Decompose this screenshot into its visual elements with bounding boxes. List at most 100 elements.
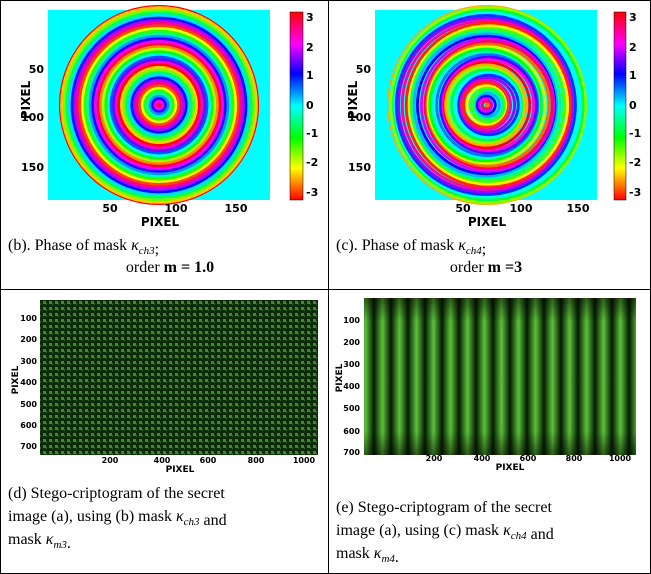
- ring: [143, 89, 175, 121]
- ring: [75, 21, 243, 189]
- y-tick-label: 50: [356, 63, 372, 76]
- x-tick-label: 1000: [293, 456, 316, 465]
- colorbar-tick-label: -1: [629, 127, 641, 140]
- x-tick-label: 600: [520, 454, 537, 463]
- ring: [446, 66, 525, 144]
- x-axis-label: PIXEL: [166, 465, 195, 475]
- phase-rings: [59, 5, 259, 205]
- x-tick-label: 400: [474, 454, 491, 463]
- ring: [438, 55, 538, 155]
- colorbar-tick-label: -3: [629, 186, 641, 199]
- ring: [435, 53, 540, 157]
- x-tick-label: 100: [165, 202, 188, 215]
- ring: [428, 47, 543, 163]
- y-tick-label: 100: [343, 316, 360, 325]
- math-subscript: ch3: [184, 516, 200, 528]
- caption-text: mask: [336, 545, 374, 562]
- ring: [78, 24, 240, 186]
- x-axis-label: PIXEL: [141, 215, 180, 229]
- ring: [392, 8, 585, 202]
- ring: [91, 37, 227, 173]
- caption-bold: m = 1.0: [164, 259, 214, 276]
- ring: [125, 71, 193, 139]
- caption-text: (d) Stego-criptogram of the secret: [8, 485, 225, 502]
- ring: [457, 73, 520, 137]
- ring: [140, 86, 178, 124]
- y-tick-label: 300: [343, 360, 360, 369]
- math-symbol: κ: [176, 508, 184, 525]
- caption-line: (c). Phase of mask κch4;: [336, 237, 486, 258]
- caption-text: order: [126, 259, 164, 276]
- caption-text: and: [200, 512, 227, 529]
- ring: [99, 45, 219, 165]
- math-symbol: κ: [46, 531, 54, 548]
- ring: [62, 8, 256, 202]
- caption-line: order m =3: [450, 259, 522, 276]
- colorbar: [289, 11, 304, 201]
- ring: [68, 14, 250, 196]
- x-tick-label: 800: [248, 456, 265, 465]
- ring: [94, 40, 224, 170]
- caption-text: (c). Phase of mask: [336, 237, 458, 254]
- colorbar-tick-label: 2: [629, 41, 637, 54]
- caption-text: (b). Phase of mask: [8, 237, 131, 254]
- y-tick-label: 100: [20, 314, 37, 323]
- ring: [460, 79, 513, 132]
- ring: [112, 58, 206, 152]
- colorbar-tick-label: -3: [306, 186, 318, 199]
- ring: [407, 24, 570, 186]
- x-tick-label: 100: [510, 202, 533, 215]
- caption-line: (e) Stego-criptogram of the secret: [336, 499, 552, 516]
- phase-rings: [387, 5, 587, 205]
- ring: [120, 66, 198, 144]
- colorbar-tick-label: -2: [629, 156, 641, 169]
- caption-text: .: [395, 549, 399, 566]
- ring: [132, 79, 185, 132]
- caption-text: mask: [8, 531, 46, 548]
- colorbar-tick-label: 3: [306, 11, 314, 24]
- ring: [151, 97, 167, 113]
- caption-text: ;: [482, 241, 486, 258]
- ring: [122, 68, 196, 142]
- y-axis-label: PIXEL: [335, 363, 345, 392]
- colorbar-tick-label: 0: [629, 99, 637, 112]
- ring: [104, 50, 214, 160]
- y-tick-label: 600: [343, 427, 360, 436]
- ring: [475, 94, 497, 116]
- y-tick-label: 500: [20, 400, 37, 409]
- ring: [81, 27, 237, 183]
- colorbar-tick-label: 3: [629, 11, 637, 24]
- ring: [412, 32, 559, 178]
- caption-text: image (a), using (b) mask: [8, 508, 176, 525]
- ring: [70, 16, 248, 194]
- ring: [477, 97, 494, 113]
- ring: [65, 11, 253, 199]
- ring: [410, 29, 562, 181]
- ring: [420, 37, 556, 173]
- math-symbol: κ: [374, 545, 382, 562]
- y-tick-label: 700: [20, 442, 37, 451]
- ring: [394, 14, 577, 196]
- ring: [109, 55, 209, 155]
- ring: [101, 47, 217, 163]
- y-tick-label: 600: [20, 421, 37, 430]
- y-tick-label: 400: [20, 378, 37, 387]
- x-axis-label: PIXEL: [496, 463, 525, 473]
- y-axis-label: PIXEL: [19, 80, 33, 119]
- ring: [389, 6, 587, 204]
- math-subscript: ch4: [466, 245, 482, 257]
- ring: [96, 42, 222, 168]
- caption-text: image (a), using (c) mask: [336, 522, 503, 539]
- ring: [107, 53, 211, 157]
- y-tick-label: 500: [343, 404, 360, 413]
- ring: [156, 102, 162, 108]
- caption-line: (d) Stego-criptogram of the secret: [8, 485, 225, 502]
- math-symbol: κ: [503, 522, 511, 539]
- colorbar-tick-label: 0: [306, 99, 314, 112]
- y-axis-label: PIXEL: [346, 80, 360, 119]
- ring: [83, 29, 235, 181]
- x-tick-label: 200: [102, 456, 119, 465]
- y-axis-label: PIXEL: [11, 365, 21, 394]
- ring: [145, 92, 172, 119]
- y-tick-label: 200: [20, 335, 37, 344]
